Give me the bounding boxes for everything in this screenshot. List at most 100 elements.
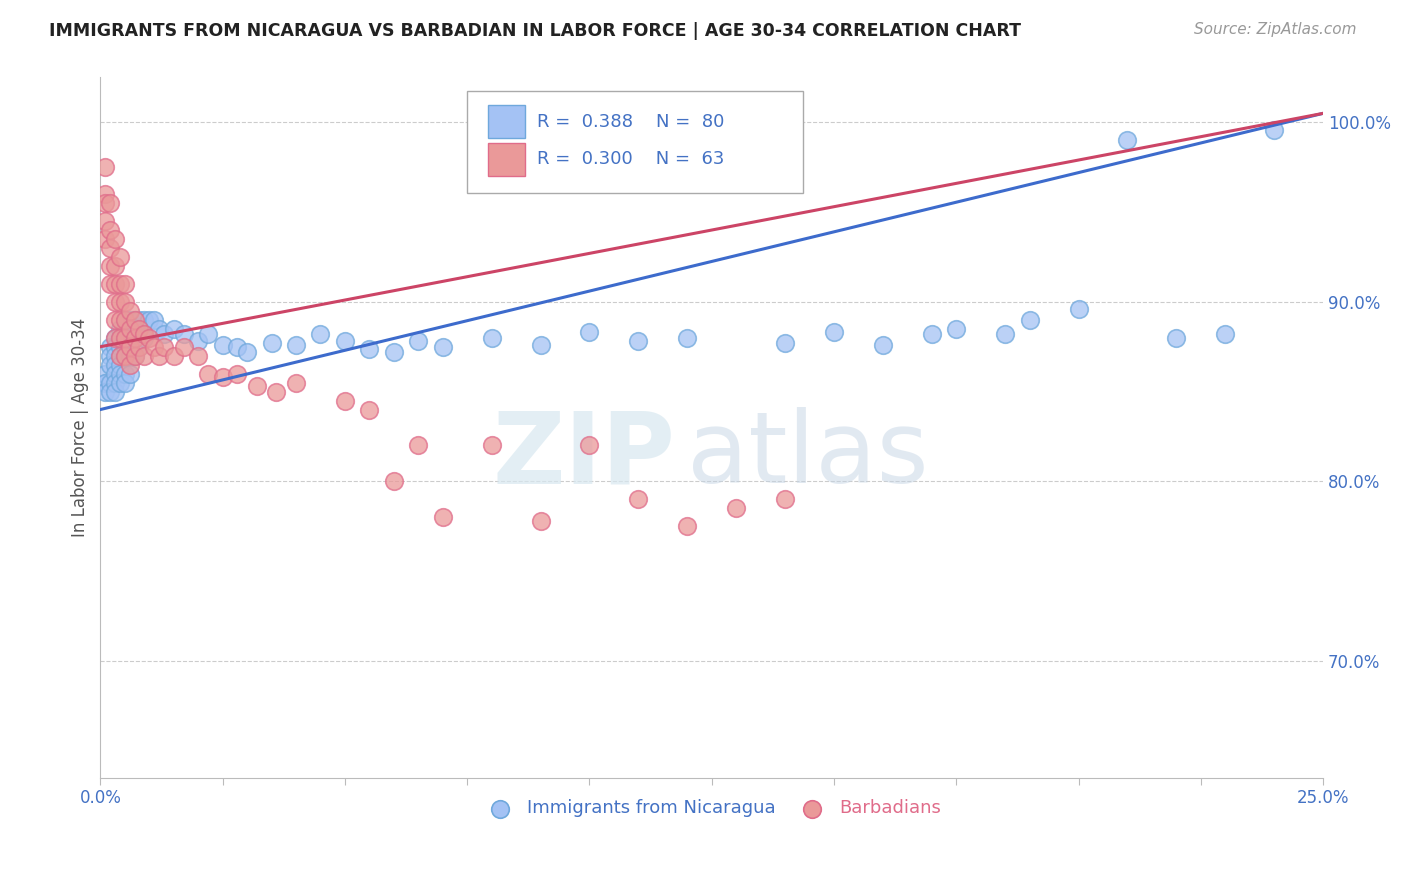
Point — [153, 327, 176, 342]
Point — [406, 438, 429, 452]
Point — [94, 384, 117, 399]
Point — [118, 322, 141, 336]
Point — [138, 331, 160, 345]
Point — [114, 277, 136, 291]
Point — [676, 519, 699, 533]
Point — [104, 358, 127, 372]
Point — [104, 367, 127, 381]
Point — [148, 322, 170, 336]
Point — [108, 340, 131, 354]
Point — [114, 340, 136, 354]
Point — [98, 223, 121, 237]
Point — [114, 331, 136, 345]
Point — [1116, 133, 1139, 147]
Point — [114, 313, 136, 327]
Point — [134, 349, 156, 363]
Point — [823, 326, 845, 340]
Point — [114, 376, 136, 390]
Point — [118, 358, 141, 372]
Point — [945, 322, 967, 336]
Point — [285, 338, 308, 352]
Point — [211, 338, 233, 352]
Legend: Immigrants from Nicaragua, Barbadians: Immigrants from Nicaragua, Barbadians — [475, 792, 949, 824]
Point — [118, 349, 141, 363]
Point — [124, 322, 146, 336]
Point — [163, 349, 186, 363]
Point — [128, 313, 150, 327]
Point — [108, 367, 131, 381]
Point — [285, 376, 308, 390]
Point — [118, 322, 141, 336]
Point — [104, 331, 127, 345]
Point — [382, 475, 405, 489]
Point — [266, 384, 288, 399]
Text: Source: ZipAtlas.com: Source: ZipAtlas.com — [1194, 22, 1357, 37]
Point — [124, 313, 146, 327]
Point — [529, 514, 551, 528]
Y-axis label: In Labor Force | Age 30-34: In Labor Force | Age 30-34 — [72, 318, 89, 537]
Point — [359, 342, 381, 356]
Point — [481, 331, 503, 345]
Point — [128, 322, 150, 336]
Point — [153, 340, 176, 354]
Point — [108, 250, 131, 264]
Point — [529, 338, 551, 352]
Point — [94, 376, 117, 390]
Point — [94, 232, 117, 246]
Point — [173, 340, 195, 354]
Point — [226, 367, 249, 381]
Point — [197, 327, 219, 342]
Point — [98, 241, 121, 255]
Point — [124, 313, 146, 327]
Point — [108, 294, 131, 309]
Point — [94, 376, 117, 390]
Point — [108, 349, 131, 363]
Point — [108, 313, 131, 327]
Point — [114, 367, 136, 381]
Text: ZIP: ZIP — [492, 407, 675, 504]
Point — [104, 331, 127, 345]
Point — [98, 259, 121, 273]
Point — [128, 340, 150, 354]
Point — [98, 196, 121, 211]
Point — [104, 376, 127, 390]
Point — [627, 334, 650, 349]
Text: atlas: atlas — [688, 407, 929, 504]
Point — [108, 349, 131, 363]
Point — [114, 322, 136, 336]
Point — [108, 322, 131, 336]
Point — [104, 294, 127, 309]
Point — [872, 338, 894, 352]
Point — [104, 384, 127, 399]
Point — [124, 331, 146, 345]
Point — [994, 327, 1017, 342]
Point — [309, 327, 332, 342]
Point — [333, 393, 356, 408]
Point — [173, 327, 195, 342]
Point — [104, 313, 127, 327]
Point — [1018, 313, 1040, 327]
Point — [94, 367, 117, 381]
Point — [187, 334, 209, 349]
Bar — [488, 143, 524, 176]
Point — [676, 331, 699, 345]
Point — [98, 340, 121, 354]
FancyBboxPatch shape — [467, 92, 803, 193]
Point — [134, 327, 156, 342]
Point — [98, 384, 121, 399]
Point — [134, 313, 156, 327]
Point — [98, 358, 121, 372]
Point — [143, 313, 166, 327]
Text: IMMIGRANTS FROM NICARAGUA VS BARBADIAN IN LABOR FORCE | AGE 30-34 CORRELATION CH: IMMIGRANTS FROM NICARAGUA VS BARBADIAN I… — [49, 22, 1021, 40]
Text: R =  0.388    N =  80: R = 0.388 N = 80 — [537, 112, 724, 130]
Point — [128, 322, 150, 336]
Point — [382, 345, 405, 359]
Point — [578, 326, 600, 340]
Point — [578, 438, 600, 452]
Point — [94, 214, 117, 228]
Point — [1213, 327, 1236, 342]
Point — [124, 331, 146, 345]
Point — [124, 349, 146, 363]
Point — [773, 492, 796, 507]
Point — [481, 438, 503, 452]
